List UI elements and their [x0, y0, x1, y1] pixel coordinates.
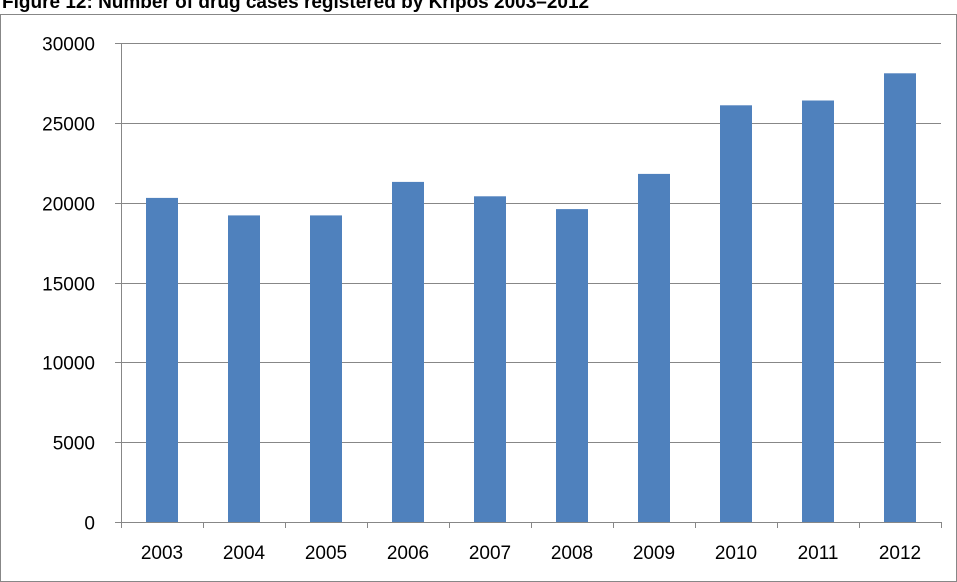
y-tick-label: 5000	[53, 434, 95, 455]
bar-2005	[310, 215, 342, 522]
y-tick-labels: 0 5000 10000 15000 20000 25000 30000	[42, 35, 95, 535]
y-tick-label: 25000	[42, 115, 95, 136]
bar-2007	[474, 196, 506, 523]
x-tick-label: 2008	[551, 543, 593, 564]
bar-2011	[802, 100, 834, 522]
bar-2006	[392, 181, 424, 522]
axes	[115, 43, 942, 528]
bar-2008	[556, 209, 588, 522]
y-tick-label: 10000	[42, 354, 95, 375]
x-tick-labels: 2003 2004 2005 2006 2007 2008 2009 2010 2011 2012	[141, 543, 921, 564]
x-tick-label: 2004	[223, 543, 266, 564]
x-tick-label: 2011	[798, 543, 839, 564]
bar-2003	[146, 197, 178, 522]
y-tick-label: 15000	[42, 275, 95, 296]
chart-container: 0 5000 10000 15000 20000 25000 30000 2003 2004 2…	[0, 14, 957, 582]
x-tick-label: 2010	[715, 543, 757, 564]
bar-2009	[638, 173, 670, 522]
y-tick-label: 30000	[42, 35, 95, 56]
x-tick-label: 2005	[305, 543, 347, 564]
bars	[146, 73, 916, 523]
figure-title: Figure 12: Number of drug cases register…	[2, 0, 590, 13]
bar-2010	[720, 105, 752, 523]
y-tick-label: 0	[84, 514, 95, 535]
x-tick-label: 2009	[633, 543, 675, 564]
x-tick-label: 2006	[387, 543, 429, 564]
bar-2012	[884, 73, 916, 523]
y-tick-label: 20000	[42, 195, 95, 216]
bar-2004	[228, 215, 260, 522]
x-tick-label: 2012	[879, 543, 921, 564]
x-tick-label: 2003	[141, 543, 183, 564]
x-tick-label: 2007	[469, 543, 511, 564]
